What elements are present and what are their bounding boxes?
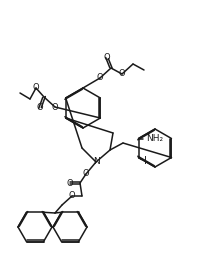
Text: O: O (52, 103, 58, 112)
Text: O: O (37, 104, 43, 113)
Text: O: O (67, 179, 73, 188)
Text: O: O (69, 191, 75, 200)
Text: NH₂: NH₂ (147, 134, 164, 143)
Text: O: O (104, 53, 110, 62)
Text: I: I (143, 155, 147, 166)
Text: O: O (33, 84, 39, 93)
Text: O: O (83, 170, 89, 179)
Text: N: N (93, 158, 99, 167)
Text: O: O (97, 74, 103, 82)
Text: O: O (119, 69, 125, 78)
